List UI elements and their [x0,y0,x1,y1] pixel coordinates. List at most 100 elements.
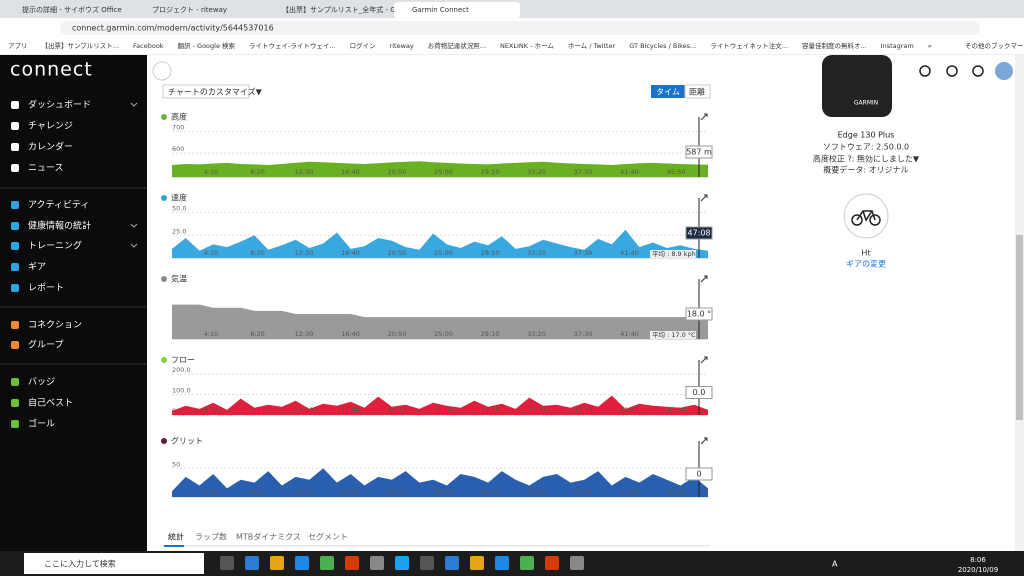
bookmark[interactable]: NEXLINK - ホーム [500,42,554,50]
x-tick-label: 4:10 [204,249,219,257]
calibration[interactable]: 高度校正 ?: 無効にしました▼ [813,154,920,164]
tab[interactable]: ラップ数 [195,532,227,542]
bookmark[interactable]: Instagram [881,42,914,50]
expand-icon[interactable] [700,437,708,445]
customize-button[interactable] [162,84,250,99]
x-tick-label: 29:10 [481,406,500,414]
tab-title[interactable]: Garmin Connect [412,6,469,14]
taskbar-icon[interactable] [370,556,384,570]
taskbar-icon[interactable] [220,556,234,570]
ime[interactable]: A [832,560,838,569]
summary: 概要データ: オリジナル [823,165,908,175]
bookmark[interactable]: 【出票】サンプルリスト... [42,41,120,50]
expand-icon[interactable] [700,194,708,202]
expand-icon[interactable] [700,113,708,121]
customize-label[interactable]: チャートのカスタマイズ▼ [168,87,263,97]
bookmark[interactable]: ホーム / Twitter [568,42,616,50]
nav-item[interactable]: コネクション [28,320,82,331]
tab[interactable] [264,2,390,18]
tab-title[interactable]: 提示の詳細 - サイボウズ Office [22,5,122,14]
x-tick-label: 37:30 [574,406,593,414]
taskbar-icon[interactable] [345,556,359,570]
bookmark[interactable]: ライトウェイネット注文... [710,41,788,50]
address-bar[interactable] [60,21,980,35]
x-tick-label: 41:40 [620,330,639,338]
taskbar-icon[interactable] [520,556,534,570]
scroll-thumb[interactable] [1016,235,1023,420]
taskbar-icon[interactable] [395,556,409,570]
bookmark[interactable]: お荷物記達状況照... [428,41,486,50]
back-button[interactable] [152,61,172,81]
tab[interactable]: 統計 [168,532,184,542]
taskbar-icon[interactable] [270,556,284,570]
nav-icon [11,242,19,250]
nav-item[interactable]: レポート [28,283,64,294]
nav-icon [11,101,19,109]
average-bg [650,331,696,339]
tab[interactable] [134,2,260,18]
device-image [822,55,892,117]
nav-item[interactable]: アクティビティ [28,200,89,211]
x-tick-label: 45:50 [667,488,686,496]
gear-change[interactable]: ギアの変更 [846,259,886,269]
nav-item[interactable]: ダッシュボード [28,99,91,111]
bookmark[interactable]: Facebook [133,42,164,50]
header-icon[interactable] [919,65,931,77]
nav-item[interactable]: 健康情報の統計 [28,220,91,232]
header-icon[interactable] [946,65,958,77]
nav-item[interactable]: バッジ [28,377,55,388]
bookmark[interactable]: その他のブックマーク [965,41,1024,50]
avatar[interactable] [995,62,1013,80]
nav-item[interactable]: グループ [28,339,63,351]
tab[interactable] [4,2,130,18]
nav-item[interactable]: ギア [28,262,46,273]
taskbar-icon[interactable] [420,556,434,570]
toggle-distance[interactable] [684,84,711,99]
toggle-label[interactable]: タイム [656,88,680,97]
bookmark[interactable]: » [928,42,932,50]
bookmark[interactable]: アプリ [8,42,28,50]
tab[interactable] [394,2,520,18]
bookmark[interactable]: 容量佳制度の無料オ... [802,41,867,50]
area [172,468,708,497]
taskbar-icon[interactable] [445,556,459,570]
header-icon[interactable] [972,65,984,77]
taskbar-icon[interactable] [470,556,484,570]
x-tick-label: 8:20 [250,406,265,414]
bookmark[interactable]: 翻訳 - Google 検索 [178,41,236,50]
url[interactable]: connect.garmin.com/modern/activity/56445… [72,24,274,33]
tab[interactable]: セグメント [308,532,348,542]
expand-icon[interactable] [700,275,708,283]
nav-item[interactable]: 自己ベスト [28,397,73,409]
taskbar-icon[interactable] [545,556,559,570]
expand-icon[interactable] [700,356,708,364]
nav-icon [11,201,19,209]
nav-item[interactable]: ニュース [28,164,64,174]
bookmark[interactable]: ライトウェイ-ライトウェイ... [249,42,336,50]
y-tick-label: 600 [172,145,184,153]
tab[interactable]: MTBダイナミクス [236,532,301,542]
search-text[interactable]: ここに入力して検索 [44,559,116,569]
tab-title[interactable]: 【出票】サンプルリスト_全年式 - Goo [282,5,404,14]
average: 平均 : 17.0 °C [652,330,696,339]
x-tick-label: 16:40 [341,488,360,496]
taskbar-icon[interactable] [320,556,334,570]
bookmark[interactable]: ログイン [350,41,376,50]
search-box[interactable] [24,553,204,574]
taskbar-icon[interactable] [570,556,584,570]
nav-item[interactable]: ゴール [28,418,55,430]
toggle-time[interactable] [651,85,685,98]
x-tick-label: 41:40 [620,406,639,414]
nav-item[interactable]: カレンダー [28,141,73,153]
nav-item[interactable]: チャレンジ [28,121,73,132]
bookmark[interactable]: GT Bicycles / Bikes... [629,42,696,50]
taskbar-icon[interactable] [245,556,259,570]
bookmark[interactable]: riteway [390,42,414,50]
nav-item[interactable]: トレーニング [28,240,82,252]
taskbar-icon[interactable] [495,556,509,570]
toggle-label[interactable]: 距離 [689,87,705,97]
taskbar-icon[interactable] [295,556,309,570]
x-tick-label: 41:40 [620,168,639,176]
x-tick-label: 12:30 [295,488,314,496]
tab-title[interactable]: プロジェクト - riteway [152,6,227,14]
